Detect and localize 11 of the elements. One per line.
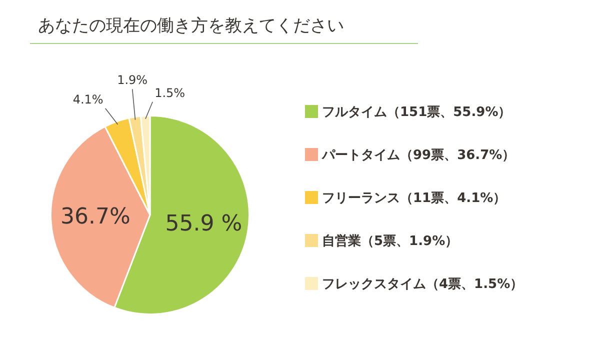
data-label: 1.5%	[154, 86, 186, 100]
legend-label: パートタイム（99票、36.7%）	[322, 146, 516, 164]
data-label: 55.9 %	[165, 212, 242, 237]
data-label: 4.1%	[72, 92, 104, 107]
data-label: 1.9%	[117, 73, 148, 88]
legend-label: 自営業（5票、1.9%）	[322, 232, 458, 250]
legend-label: フリーランス（11票、4.1%）	[322, 190, 506, 206]
legend-label: フレックスタイム（4票、1.5%）	[322, 276, 524, 292]
legend-label: フルタイム（151票、55.9%）	[322, 104, 512, 120]
chart-title: あなたの現在の働き方を教えてください	[30, 14, 418, 44]
data-label: 36.7%	[60, 204, 130, 230]
